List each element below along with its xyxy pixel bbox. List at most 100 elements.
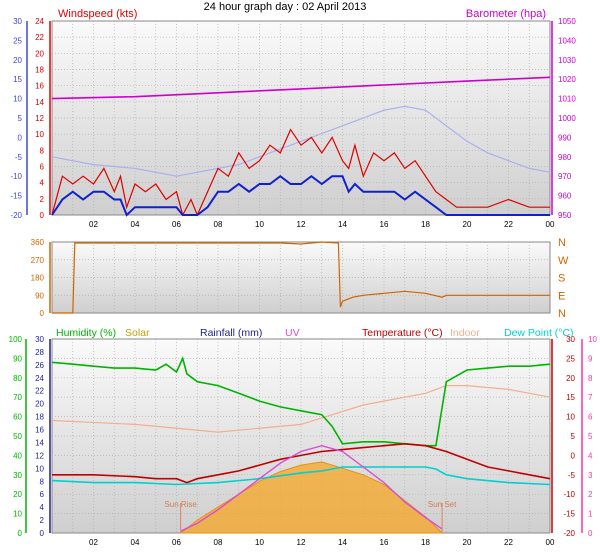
humidity-panel-x-tick-label: 20 bbox=[463, 538, 472, 547]
uv-y-tick-label: 6 bbox=[588, 413, 593, 422]
rainfall-y-tick-label: 12 bbox=[35, 451, 44, 460]
temperature-y-tick-label-right: 25 bbox=[566, 354, 575, 363]
windspeed-y-tick-label: 20 bbox=[35, 49, 44, 58]
rainfall-y-tick-label: 6 bbox=[40, 490, 45, 499]
direction-y-tick-label: 90 bbox=[35, 291, 44, 300]
humidity-panel-x-tick-label: 10 bbox=[255, 538, 264, 547]
temperature-y-tick-label: -5 bbox=[15, 153, 23, 162]
uv-y-tick-label: 3 bbox=[588, 471, 593, 480]
barometer-y-tick-label: 950 bbox=[558, 211, 572, 220]
compass-label: N bbox=[558, 237, 566, 249]
windspeed-y-tick-label: 12 bbox=[35, 114, 44, 123]
barometer-y-tick-label: 1020 bbox=[558, 75, 576, 84]
temperature-y-tick-label: 25 bbox=[13, 36, 22, 45]
humidity-y-tick-label: 60 bbox=[13, 413, 22, 422]
temperature-y-tick-label: -10 bbox=[10, 172, 22, 181]
wind-panel-x-tick-label: 06 bbox=[172, 220, 181, 229]
humidity-y-tick-label: 40 bbox=[13, 451, 22, 460]
windspeed-y-tick-label: 4 bbox=[40, 179, 45, 188]
temperature-y-tick-label: -15 bbox=[10, 192, 22, 201]
legend-entry: Humidity (%) bbox=[56, 327, 116, 339]
humidity-panel-x-tick-label: 12 bbox=[297, 538, 306, 547]
direction-y-tick-label: 360 bbox=[31, 238, 45, 247]
compass-label: E bbox=[558, 290, 565, 302]
barometer-y-tick-label: 1030 bbox=[558, 56, 576, 65]
rainfall-y-tick-label: 0 bbox=[40, 529, 45, 538]
windspeed-y-tick-label: 0 bbox=[40, 211, 45, 220]
humidity-y-tick-label: 80 bbox=[13, 374, 22, 383]
wind-panel-x-tick-label: 04 bbox=[131, 220, 140, 229]
uv-y-tick-label: 2 bbox=[588, 490, 593, 499]
windspeed-y-tick-label: 16 bbox=[35, 82, 44, 91]
barometer-series bbox=[51, 76, 551, 100]
wind-panel-x-tick-label: 00 bbox=[546, 220, 555, 229]
humidity-y-tick-label: 70 bbox=[13, 393, 22, 402]
humidity-panel-x-tick-label: 00 bbox=[546, 538, 555, 547]
uv-y-tick-label: 0 bbox=[588, 529, 593, 538]
rainfall-y-tick-label: 16 bbox=[35, 426, 44, 435]
legend-entry: Rainfall (mm) bbox=[200, 327, 262, 339]
windspeed-y-tick-label: 22 bbox=[35, 33, 44, 42]
rainfall-y-tick-label: 4 bbox=[40, 503, 45, 512]
compass-label: W bbox=[558, 255, 569, 267]
temperature-y-tick-label: 15 bbox=[13, 75, 22, 84]
wind-panel-x-tick-label: 08 bbox=[214, 220, 223, 229]
rainfall-y-tick-label: 28 bbox=[35, 348, 44, 357]
wind-panel-x-tick-label: 14 bbox=[338, 220, 347, 229]
humidity-panel-x-tick-label: 16 bbox=[380, 538, 389, 547]
temperature-y-tick-label: 10 bbox=[13, 95, 22, 104]
humidity-panel-x-tick-label: 08 bbox=[214, 538, 223, 547]
compass-label: S bbox=[558, 273, 565, 285]
humidity-y-tick-label: 0 bbox=[18, 529, 23, 538]
barometer-axis-title: Barometer (hpa) bbox=[466, 8, 546, 20]
humidity-y-tick-label: 20 bbox=[13, 490, 22, 499]
humidity-panel-x-tick-label: 14 bbox=[338, 538, 347, 547]
legend-entry: Dew Point (°C) bbox=[504, 327, 574, 339]
uv-y-tick-label: 1 bbox=[588, 510, 593, 519]
indoor-temperature-series bbox=[51, 385, 551, 433]
rainfall-y-tick-label: 10 bbox=[35, 464, 44, 473]
rainfall-y-tick-label: 8 bbox=[40, 477, 45, 486]
uv-y-tick-label: 8 bbox=[588, 374, 593, 383]
barometer-y-tick-label: 970 bbox=[558, 172, 572, 181]
temperature-y-tick-label: -20 bbox=[10, 211, 22, 220]
rainfall-y-tick-label: 18 bbox=[35, 413, 44, 422]
wind-panel-x-tick-label: 12 bbox=[297, 220, 306, 229]
sunrise-label: Sun Rise bbox=[164, 500, 197, 509]
humidity-y-tick-label: 30 bbox=[13, 471, 22, 480]
direction-y-tick-label: 270 bbox=[31, 256, 45, 265]
windspeed-y-tick-label: 10 bbox=[35, 130, 44, 139]
temperature-series bbox=[52, 442, 551, 484]
windspeed-y-tick-label: 14 bbox=[35, 98, 44, 107]
windspeed-y-tick-label: 2 bbox=[40, 195, 45, 204]
rainfall-y-tick-label: 20 bbox=[35, 400, 44, 409]
legend-entry: Solar bbox=[125, 327, 150, 339]
uv-y-tick-label: 5 bbox=[588, 432, 593, 441]
uv-y-tick-label: 4 bbox=[588, 451, 593, 460]
wind-average-series bbox=[51, 174, 550, 217]
dewpoint-series bbox=[51, 466, 551, 486]
rainfall-y-tick-label: 24 bbox=[35, 374, 44, 383]
sunset-label: Sun Set bbox=[428, 500, 457, 509]
temperature-y-tick-label-right: -20 bbox=[563, 529, 575, 538]
uv-y-tick-label: 7 bbox=[588, 393, 593, 402]
humidity-y-tick-label: 100 bbox=[9, 335, 23, 344]
humidity-y-tick-label: 50 bbox=[13, 432, 22, 441]
wind-panel-x-tick-label: 10 bbox=[255, 220, 264, 229]
humidity-panel-x-tick-label: 06 bbox=[172, 538, 181, 547]
temperature-y-tick-label-right: 20 bbox=[566, 374, 575, 383]
uv-y-tick-label: 9 bbox=[588, 354, 593, 363]
legend-entry: UV bbox=[285, 327, 300, 339]
barometer-y-tick-label: 1000 bbox=[558, 114, 576, 123]
temperature-y-tick-label-right: -10 bbox=[563, 490, 575, 499]
wind-panel-x-tick-label: 20 bbox=[463, 220, 472, 229]
legend-entry: Indoor bbox=[450, 327, 480, 339]
humidity-series bbox=[51, 356, 551, 447]
windspeed-y-tick-label: 6 bbox=[40, 163, 45, 172]
humidity-y-tick-label: 90 bbox=[13, 354, 22, 363]
windspeed-y-tick-label: 8 bbox=[40, 146, 45, 155]
humidity-panel-x-tick-label: 18 bbox=[421, 538, 430, 547]
rainfall-y-tick-label: 26 bbox=[35, 361, 44, 370]
temperature-y-tick-label-right: 10 bbox=[566, 413, 575, 422]
